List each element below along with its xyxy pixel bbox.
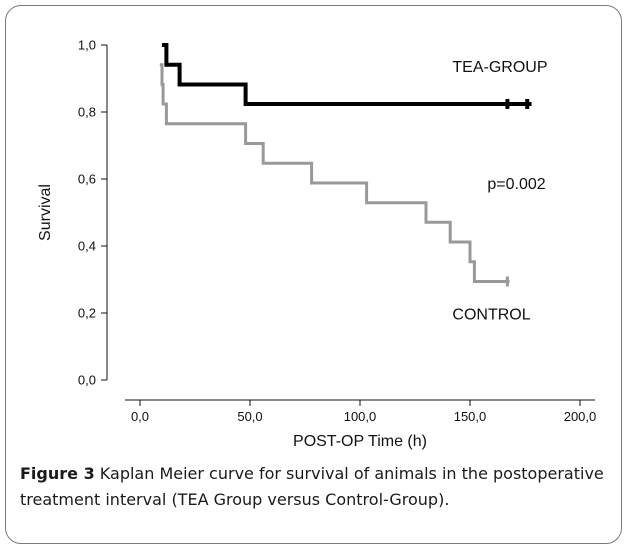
x-tick-label: 200,0 [564,409,597,424]
y-tick-label: 0,4 [78,239,96,254]
labels-layer: CONTROL TEA-GROUP p=0.002 [452,59,547,324]
figure-caption: Figure 3 Kaplan Meier curve for survival… [20,461,610,513]
x-tick-label: 100,0 [344,409,377,424]
series-layer [159,43,532,287]
y-tick-label: 1,0 [78,38,96,53]
series-line-tea-group [162,43,532,106]
y-tick-label: 0,8 [78,105,96,120]
series-label-tea-group: TEA-GROUP [452,59,547,76]
y-tick-label: 0,2 [78,306,96,321]
p-value-annotation: p=0.002 [487,176,545,193]
figure-frame [5,5,622,544]
axes: 0,0 0,2 0,4 0,6 0,8 1,0 0,0 50,0 100,0 150,0 200,0… [37,38,596,451]
y-tick-label: 0,0 [78,373,96,388]
x-tick-label: 0,0 [131,409,149,424]
series-label-control: CONTROL [452,307,530,324]
x-axis-label: POST-OP Time (h) [293,433,427,450]
x-tick-label: 150,0 [454,409,487,424]
y-axis-label: Survival [37,184,54,241]
caption-label: Figure 3 [20,464,95,483]
y-tick-label: 0,6 [78,172,96,187]
series-line-control [159,63,510,283]
kaplan-meier-chart: 0,0 0,2 0,4 0,6 0,8 1,0 0,0 50,0 100,0 150,0 200,0… [37,38,596,451]
x-tick-label: 50,0 [237,409,262,424]
caption-text: Kaplan Meier curve for survival of anima… [20,464,604,509]
